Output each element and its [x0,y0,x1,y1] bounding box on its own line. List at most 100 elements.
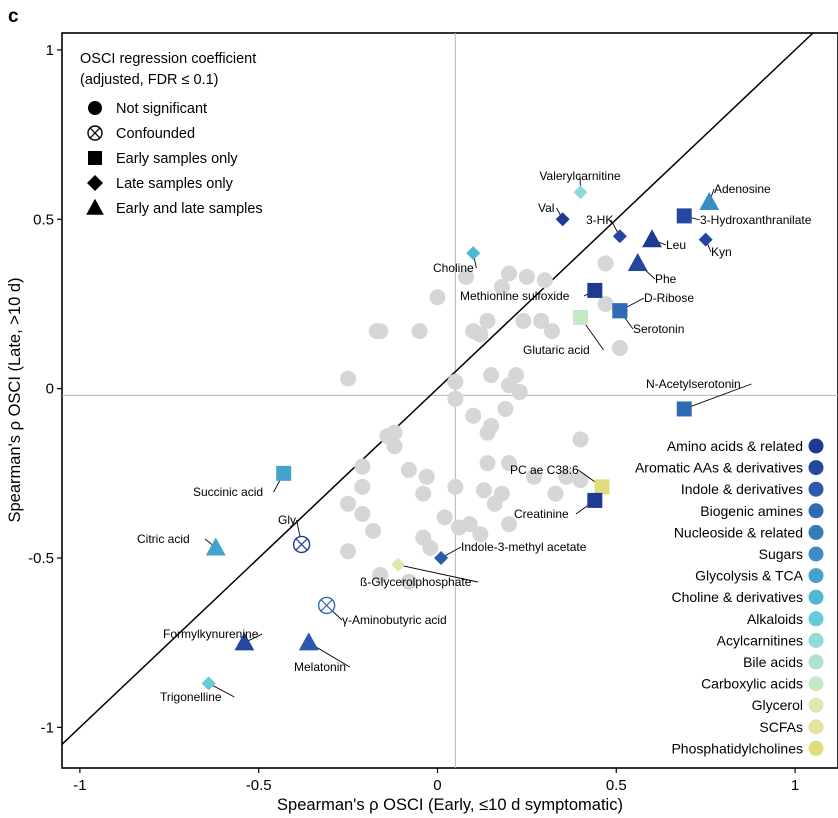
unlabeled-point [437,509,453,525]
point-label: Citric acid [137,532,190,546]
class-legend-swatch [809,611,824,626]
point-label: Methionine sulfoxide [460,289,570,303]
labeled-point [276,466,291,481]
unlabeled-point [465,408,481,424]
y-tick-label: 0 [46,381,54,398]
shape-legend-title-1: OSCI regression coefficient [80,51,256,67]
class-legend-swatch [809,482,824,497]
unlabeled-point [340,496,356,512]
class-legend-label: Aromatic AAs & derivatives [635,460,803,476]
unlabeled-point [422,540,438,556]
unlabeled-point [340,543,356,559]
y-tick-label: 0.5 [33,211,54,228]
shape-legend-marker [87,175,103,191]
labeled-point [587,493,602,508]
class-legend-swatch [809,676,824,691]
point-label: γ-Aminobutyric acid [342,613,447,627]
unlabeled-point [480,425,496,441]
point-label: Formylkynurenine [163,627,259,641]
class-legend-label: Nucleoside & related [674,524,803,540]
unlabeled-point [480,313,496,329]
labeled-point [587,283,602,298]
labeled-point [299,632,319,650]
point-label: Leu [666,238,686,252]
point-label: Succinic acid [193,485,263,499]
unlabeled-point [547,486,563,502]
labeled-point [202,676,216,690]
point-label: Phe [655,272,677,286]
shape-legend-label: Late samples only [116,176,234,192]
unlabeled-point [379,428,395,444]
labeled-point [574,185,588,199]
point-label: Kyn [711,245,732,259]
class-legend-swatch [809,439,824,454]
unlabeled-point [372,323,388,339]
labeled-point [573,310,588,325]
unlabeled-point [544,323,560,339]
point-label: Glutaric acid [523,343,590,357]
point-label: Trigonelline [160,690,222,704]
unlabeled-point [480,455,496,471]
class-legend-swatch [809,525,824,540]
class-legend-swatch [809,460,824,475]
class-legend-label: Carboxylic acids [701,676,803,692]
point-label: PC ae C38:6 [510,463,579,477]
point-label: 3-Hydroxanthranilate [700,213,812,227]
unlabeled-point [494,486,510,502]
class-legend-label: Glycerol [752,697,803,713]
point-label: D-Ribose [644,291,694,305]
point-label: Val [538,201,554,215]
class-legend-swatch [809,590,824,605]
unlabeled-point [537,272,553,288]
shape-legend-title-2: (adjusted, FDR ≤ 0.1) [80,72,219,88]
y-tick-label: 1 [46,42,54,59]
point-label: Valerylcarnitine [539,169,620,183]
class-legend-swatch [809,633,824,648]
labeled-point [294,536,310,552]
class-legend-label: Biogenic amines [700,503,803,519]
unlabeled-point [429,289,445,305]
class-legend-swatch [809,655,824,670]
shape-legend-marker [88,151,102,165]
class-legend-label: Alkaloids [747,611,803,627]
unlabeled-point [365,523,381,539]
unlabeled-point [419,469,435,485]
labeled-point [677,401,692,416]
unlabeled-point [354,506,370,522]
class-legend-label: Bile acids [743,654,803,670]
class-legend-swatch [809,719,824,734]
class-legend-swatch [809,698,824,713]
unlabeled-point [598,255,614,271]
shape-legend-label: Early samples only [116,151,238,167]
unlabeled-point [501,265,517,281]
unlabeled-point [340,370,356,386]
class-legend-label: Indole & derivatives [681,481,803,497]
unlabeled-point [519,269,535,285]
class-legend-swatch [809,568,824,583]
point-label: 3-HK [586,213,613,227]
unlabeled-point [447,479,463,495]
point-label: Creatinine [514,507,569,521]
shape-legend: OSCI regression coefficient (adjusted, F… [80,51,263,217]
x-tick-label: 0 [433,777,441,794]
x-tick-label: 1 [791,777,799,794]
labeled-point [319,597,335,613]
class-legend-label: Sugars [759,546,803,562]
class-legend-label: Phosphatidylcholines [671,740,803,756]
point-label: Gly [278,513,296,527]
point-label: N-Acetylserotonin [646,377,741,391]
shape-legend-label: Not significant [116,101,207,117]
labeled-points: ValerylcarnitineAdenosineVal3-HK 3-Hydrox… [137,169,812,704]
panel-label: c [8,6,19,27]
labeled-point [594,479,609,494]
unlabeled-point [415,486,431,502]
unlabeled-point [354,459,370,475]
labeled-point [556,212,570,226]
unlabeled-point [472,326,488,342]
y-tick-label: -0.5 [28,550,54,567]
unlabeled-point [573,431,589,447]
class-legend-label: Acylcarnitines [717,632,803,648]
labeled-point [642,229,662,247]
shape-legend-label: Confounded [116,126,195,142]
